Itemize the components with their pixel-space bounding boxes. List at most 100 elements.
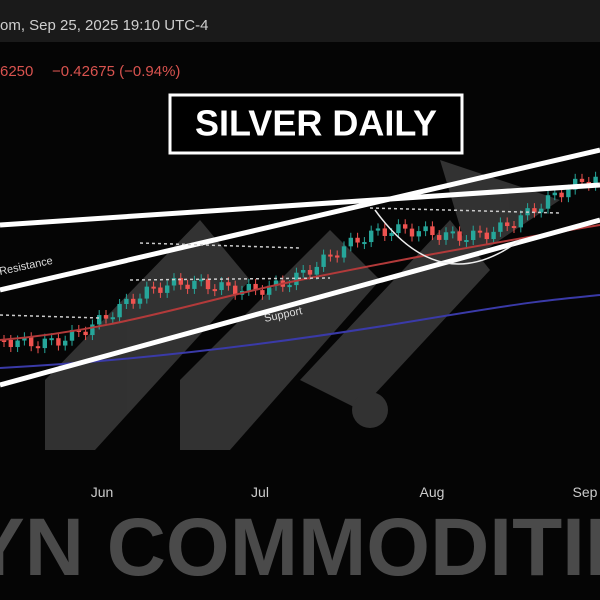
candle-body xyxy=(22,337,27,341)
candle-body xyxy=(328,254,333,257)
candle-body xyxy=(423,226,428,232)
candle-body xyxy=(158,287,163,293)
price-change: −0.42675 (−0.94%) xyxy=(52,63,180,80)
candle-body xyxy=(450,231,455,234)
candle-body xyxy=(382,228,387,236)
timestamp: om, Sep 25, 2025 19:10 UTC-4 xyxy=(0,17,208,34)
candle-body xyxy=(253,283,258,291)
candle-body xyxy=(185,284,190,289)
candle-body xyxy=(389,233,394,236)
candle-body xyxy=(42,338,47,349)
candle-body xyxy=(362,242,367,245)
candle-body xyxy=(226,282,231,286)
moving-average xyxy=(0,294,600,369)
candle-body xyxy=(63,340,68,346)
candle-body xyxy=(49,338,54,341)
candle-body xyxy=(178,278,183,285)
candle-body xyxy=(348,237,353,247)
candle-body xyxy=(443,232,449,240)
candle-body xyxy=(457,231,462,241)
month-label: Aug xyxy=(420,484,445,500)
month-label: Sep xyxy=(573,484,598,500)
candle-body xyxy=(124,298,129,305)
candle-body xyxy=(192,280,197,289)
title-box xyxy=(168,93,464,155)
candle-body xyxy=(294,272,299,286)
candle-body xyxy=(35,346,41,349)
cup-pattern xyxy=(374,209,521,265)
candle-body xyxy=(314,266,319,275)
candle-body xyxy=(246,283,251,291)
candle-body xyxy=(83,331,88,336)
title: SILVER DAILY xyxy=(195,103,437,144)
candle-body xyxy=(103,315,109,319)
levels xyxy=(0,207,561,319)
watermark: YN COMMODITIES xyxy=(0,502,600,593)
candle-body xyxy=(267,285,272,295)
candle-body xyxy=(437,235,442,240)
candle-body xyxy=(301,270,306,273)
candle-body xyxy=(233,285,238,295)
candle-body xyxy=(15,340,20,348)
candle-body xyxy=(409,228,415,237)
candle-body xyxy=(212,289,217,292)
candle-body xyxy=(137,298,143,304)
candle-body xyxy=(335,255,340,258)
candle-body xyxy=(165,285,170,293)
candle-body xyxy=(273,280,279,286)
candle-body xyxy=(151,286,156,289)
candle-body xyxy=(471,230,476,241)
candle-body xyxy=(375,228,381,231)
moving-average xyxy=(0,224,600,341)
candle-body xyxy=(430,226,435,236)
candle-body xyxy=(532,208,537,213)
candle-body xyxy=(484,232,489,240)
candle-body xyxy=(491,231,496,240)
candle-body xyxy=(539,208,544,213)
candle-body xyxy=(498,222,503,232)
candle-body xyxy=(505,222,510,227)
candle-body xyxy=(464,240,469,243)
candle-body xyxy=(416,231,421,237)
candle-body xyxy=(69,329,75,341)
candle-body xyxy=(199,279,204,282)
candle-body xyxy=(518,215,523,228)
candle-body xyxy=(110,317,115,320)
candle-body xyxy=(552,192,557,196)
candle-body xyxy=(287,285,292,288)
candle-body xyxy=(341,246,347,258)
candles xyxy=(1,171,598,354)
candle-body xyxy=(403,224,408,229)
candle-body xyxy=(29,337,34,347)
candle-body xyxy=(593,176,598,186)
candle-body xyxy=(90,324,95,336)
candle-body xyxy=(545,195,551,209)
candle-body xyxy=(260,290,265,295)
top-bar xyxy=(0,0,600,42)
trend-lines xyxy=(0,147,600,388)
candle-body xyxy=(205,279,211,290)
candle-body xyxy=(321,254,326,267)
candle-body xyxy=(171,278,177,286)
candle-body xyxy=(307,270,313,275)
candle-body xyxy=(56,338,61,346)
logo xyxy=(45,160,560,450)
candle-body xyxy=(559,192,564,198)
candle-body xyxy=(369,230,374,243)
candle-body xyxy=(144,286,149,299)
candle-body xyxy=(219,282,224,291)
month-axis: Jun Jul Aug Sep xyxy=(91,484,598,500)
candle-body xyxy=(117,304,122,318)
candle-body xyxy=(97,315,102,325)
price: 6250 xyxy=(0,63,33,80)
candle-body xyxy=(131,298,136,304)
month-label: Jul xyxy=(251,484,269,500)
candle-body xyxy=(355,237,360,243)
candle-body xyxy=(566,189,571,198)
candle-body xyxy=(8,340,13,348)
candle-body xyxy=(511,226,517,229)
candle-body xyxy=(477,230,483,233)
month-label: Jun xyxy=(91,484,114,500)
candle-body xyxy=(396,224,401,234)
